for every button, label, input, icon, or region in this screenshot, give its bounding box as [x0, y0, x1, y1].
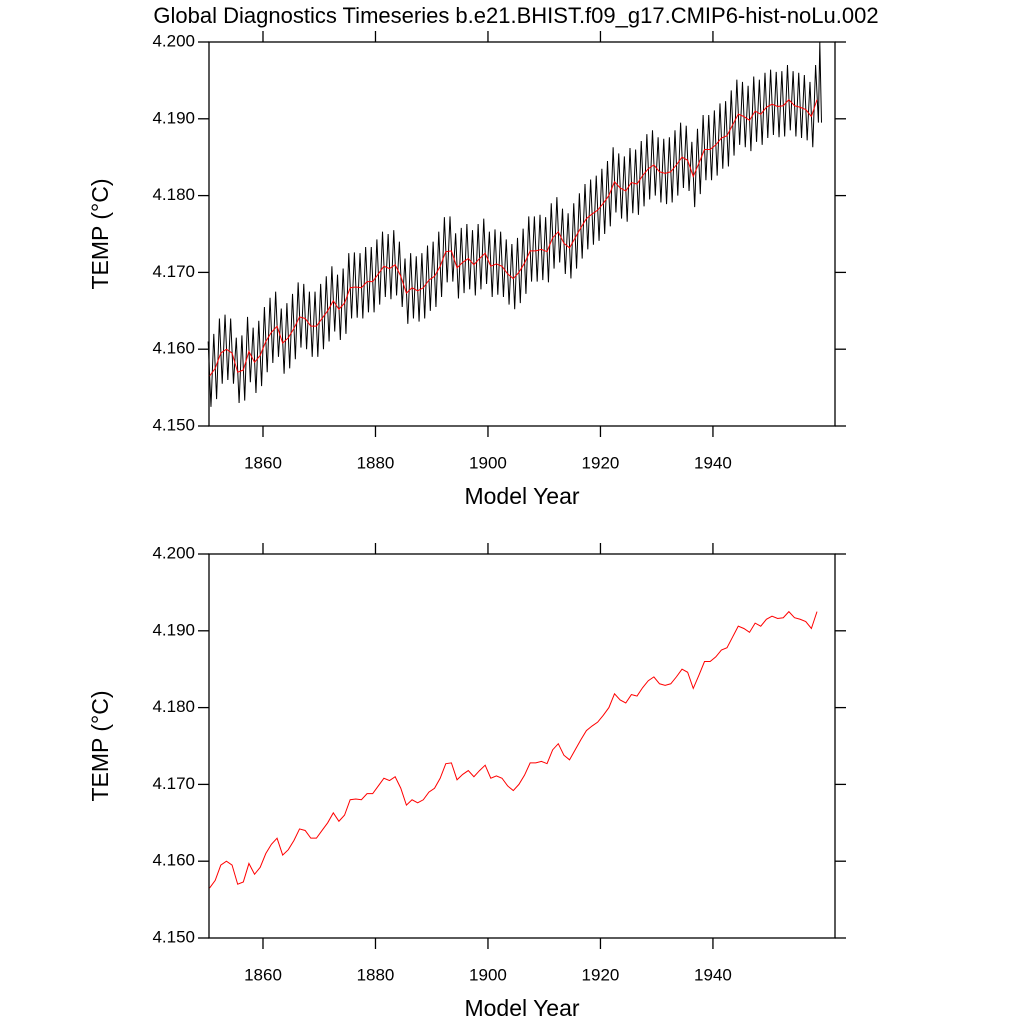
x-axis-label: Model Year	[464, 995, 579, 1021]
y-tick-label: 4.200	[152, 543, 195, 562]
x-tick-label: 1880	[357, 453, 395, 472]
y-axis-label: TEMP (°C)	[87, 691, 113, 802]
y-tick-label: 4.180	[152, 697, 195, 716]
plot-frame	[208, 553, 836, 939]
y-tick-label: 4.150	[152, 415, 195, 434]
data-line	[209, 98, 818, 377]
y-tick-label: 4.170	[152, 262, 195, 281]
y-tick-label: 4.200	[152, 31, 195, 50]
y-tick-label: 4.160	[152, 339, 195, 358]
y-tick-label: 4.180	[152, 185, 195, 204]
x-tick-label: 1860	[244, 453, 282, 472]
x-tick-label: 1860	[244, 965, 282, 984]
y-axis-label: TEMP (°C)	[87, 179, 113, 290]
x-tick-label: 1900	[469, 965, 507, 984]
y-tick-label: 4.170	[152, 774, 195, 793]
y-tick-label: 4.190	[152, 108, 195, 127]
x-tick-label: 1940	[694, 453, 732, 472]
x-tick-label: 1900	[469, 453, 507, 472]
x-tick-label: 1880	[357, 965, 395, 984]
data-line	[209, 610, 818, 889]
y-tick-label: 4.150	[152, 927, 195, 946]
y-tick-label: 4.160	[152, 851, 195, 870]
chart-title: Global Diagnostics Timeseries b.e21.BHIS…	[153, 3, 878, 28]
plot-frame	[208, 41, 836, 427]
x-tick-label: 1940	[694, 965, 732, 984]
y-tick-label: 4.190	[152, 620, 195, 639]
x-tick-label: 1920	[582, 453, 620, 472]
data-line	[207, 41, 822, 407]
x-axis-label: Model Year	[464, 483, 579, 509]
x-tick-label: 1920	[582, 965, 620, 984]
